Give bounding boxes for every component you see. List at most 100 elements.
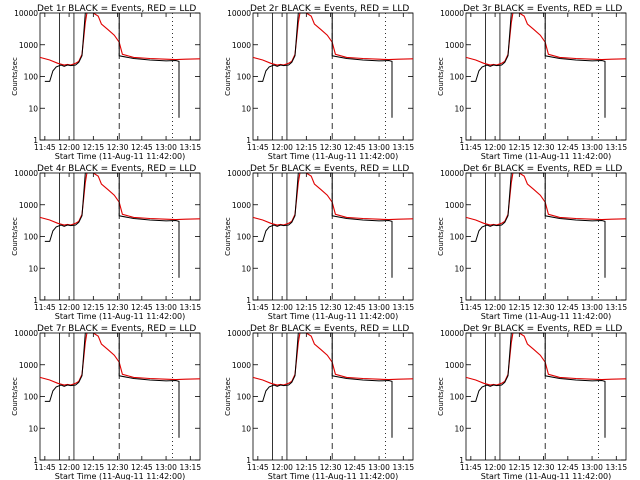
x-tick-label: 12:00: [484, 303, 506, 312]
x-tick-label: 12:15: [296, 463, 318, 472]
detector-panel-7: Det 7r BLACK = Events, RED = LLD 1 10 100 10…: [11, 324, 201, 480]
y-tick-label: 10000: [14, 329, 38, 338]
x-tick-label: 12:00: [58, 303, 80, 312]
x-tick-label: 12:30: [533, 463, 555, 472]
x-tick-label: 11:45: [247, 463, 269, 472]
panel-title: Det 8r BLACK = Events, RED = LLD: [250, 324, 409, 334]
x-tick-label: 12:00: [58, 463, 80, 472]
y-tick-label: 1: [33, 296, 38, 305]
x-tick-label: 13:00: [155, 463, 177, 472]
y-tick-label: 1000: [19, 201, 38, 210]
x-tick-label: 12:15: [509, 303, 531, 312]
panel-title: Det 4r BLACK = Events, RED = LLD: [37, 164, 196, 174]
series-events-line: [470, 172, 606, 278]
series-lld-line: [465, 172, 627, 226]
x-tick-label: 12:30: [320, 143, 342, 152]
x-tick-label: 11:45: [34, 143, 56, 152]
x-tick-label: 12:45: [131, 463, 153, 472]
series-events-line: [257, 172, 393, 278]
x-tick-label: 13:15: [605, 143, 627, 152]
y-tick-label: 10: [28, 424, 38, 433]
x-tick-label: 12:45: [344, 303, 366, 312]
x-tick-label: 12:45: [557, 303, 579, 312]
x-tick-label: 12:00: [484, 143, 506, 152]
x-tick-label: 12:15: [509, 463, 531, 472]
detector-panel-8: Det 8r BLACK = Events, RED = LLD 1 10 100 10…: [224, 324, 414, 480]
x-tick-label: 12:30: [320, 303, 342, 312]
plot-frame: [465, 332, 627, 461]
x-axis-label: Start Time (11-Aug-11 11:42:00): [268, 472, 399, 480]
series-lld-line: [252, 12, 414, 66]
x-tick-label: 12:15: [296, 143, 318, 152]
y-tick-label: 10: [454, 424, 464, 433]
y-tick-label: 1000: [445, 201, 464, 210]
x-tick-label: 12:30: [533, 143, 555, 152]
x-axis-label: Start Time (11-Aug-11 11:42:00): [268, 312, 399, 321]
y-axis-label: Counts/sec: [224, 377, 232, 416]
y-tick-label: 10: [28, 104, 38, 113]
plot-frame: [252, 12, 414, 141]
y-tick-label: 10: [241, 104, 251, 113]
x-axis-label: Start Time (11-Aug-11 11:42:00): [481, 472, 612, 480]
panel-title: Det 6r BLACK = Events, RED = LLD: [463, 164, 622, 174]
series-lld-line: [39, 332, 201, 386]
y-tick-label: 10000: [440, 329, 464, 338]
x-tick-label: 13:15: [605, 463, 627, 472]
y-tick-label: 1: [33, 136, 38, 145]
series-events-line: [257, 12, 393, 118]
x-tick-label: 13:00: [581, 303, 603, 312]
y-tick-label: 100: [24, 73, 39, 82]
x-tick-label: 12:30: [107, 303, 129, 312]
panel-title: Det 5r BLACK = Events, RED = LLD: [250, 164, 409, 174]
x-axis-label: Start Time (11-Aug-11 11:42:00): [268, 152, 399, 161]
y-tick-label: 100: [450, 393, 465, 402]
x-tick-label: 13:15: [392, 143, 414, 152]
x-tick-label: 13:00: [368, 143, 390, 152]
x-tick-label: 12:15: [83, 143, 105, 152]
y-tick-label: 10: [454, 104, 464, 113]
y-tick-label: 100: [24, 233, 39, 242]
y-tick-label: 10: [28, 264, 38, 273]
x-tick-label: 12:00: [271, 303, 293, 312]
y-tick-label: 10000: [14, 169, 38, 178]
y-tick-label: 1000: [19, 361, 38, 370]
panel-title: Det 2r BLACK = Events, RED = LLD: [250, 4, 409, 14]
y-axis-label: Counts/sec: [437, 57, 445, 96]
series-lld-line: [39, 12, 201, 66]
x-tick-label: 11:45: [460, 463, 482, 472]
x-tick-label: 12:30: [107, 143, 129, 152]
y-tick-label: 10000: [227, 9, 251, 18]
y-tick-label: 100: [237, 393, 252, 402]
x-tick-label: 13:00: [368, 463, 390, 472]
y-tick-label: 10: [241, 264, 251, 273]
y-tick-label: 10: [454, 264, 464, 273]
y-axis-label: Counts/sec: [437, 377, 445, 416]
x-tick-label: 11:45: [247, 143, 269, 152]
plot-frame: [39, 332, 201, 461]
x-tick-label: 12:45: [131, 303, 153, 312]
x-axis-label: Start Time (11-Aug-11 11:42:00): [55, 312, 186, 321]
x-tick-label: 13:15: [605, 303, 627, 312]
series-lld-line: [252, 332, 414, 386]
y-tick-label: 10000: [440, 9, 464, 18]
y-tick-label: 1: [246, 456, 251, 465]
detector-panel-9: Det 9r BLACK = Events, RED = LLD 1 10 100 10…: [437, 324, 627, 480]
x-tick-label: 12:00: [271, 463, 293, 472]
y-tick-label: 10000: [440, 169, 464, 178]
x-tick-label: 13:00: [368, 303, 390, 312]
x-tick-label: 12:45: [131, 143, 153, 152]
x-tick-label: 13:00: [155, 143, 177, 152]
series-events-line: [44, 172, 180, 278]
y-tick-label: 10000: [14, 9, 38, 18]
panel-title: Det 7r BLACK = Events, RED = LLD: [37, 324, 196, 334]
x-tick-label: 13:15: [179, 143, 201, 152]
x-tick-label: 13:00: [155, 303, 177, 312]
x-tick-label: 13:15: [392, 303, 414, 312]
panel-title: Det 1r BLACK = Events, RED = LLD: [37, 4, 196, 14]
plot-frame: [465, 12, 627, 141]
x-tick-label: 13:15: [179, 463, 201, 472]
series-lld-line: [465, 332, 627, 386]
x-tick-label: 12:15: [509, 143, 531, 152]
y-tick-label: 100: [237, 73, 252, 82]
y-axis-label: Counts/sec: [437, 217, 445, 256]
